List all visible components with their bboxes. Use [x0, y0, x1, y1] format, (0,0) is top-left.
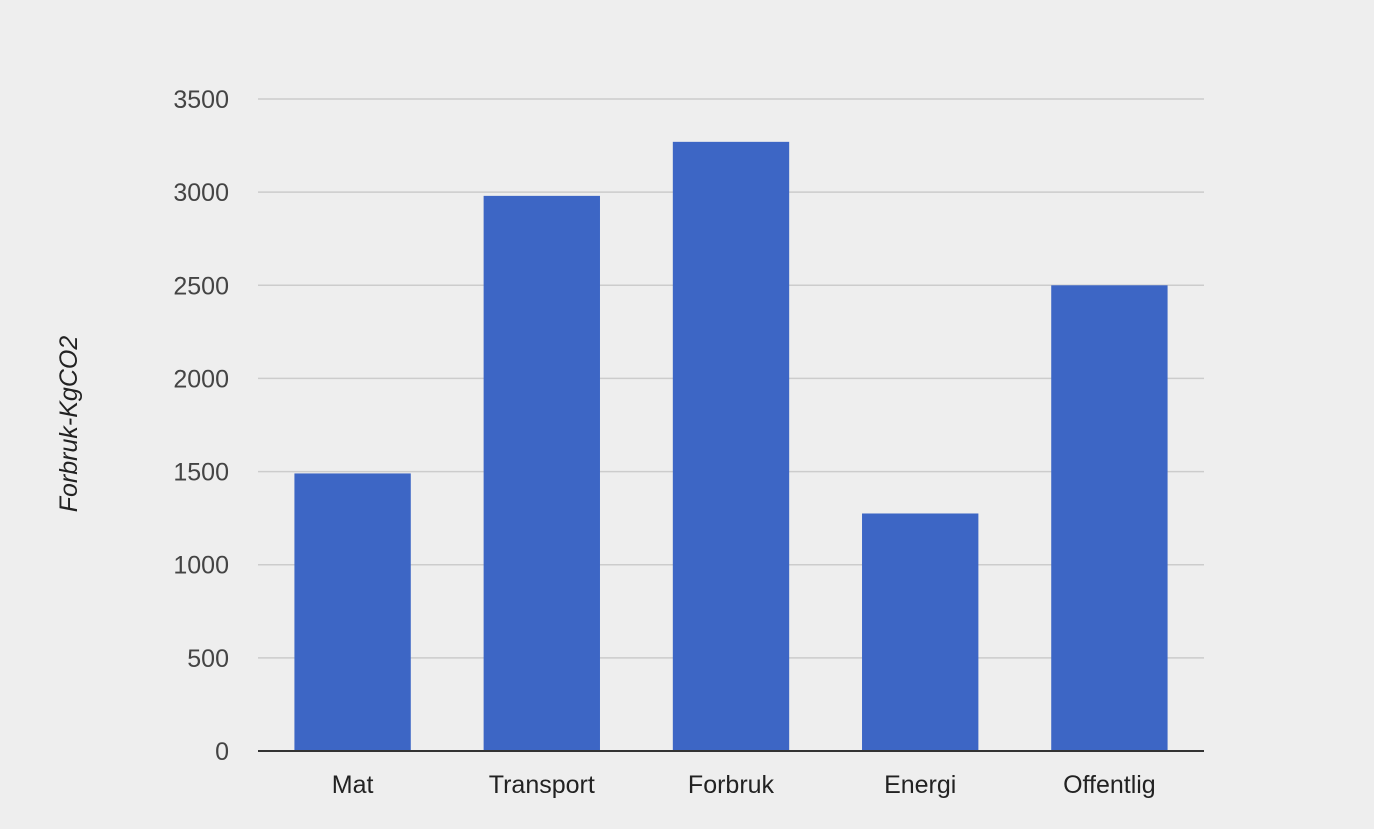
y-tick-label: 2500: [173, 272, 229, 300]
x-tick-label: Transport: [489, 771, 595, 799]
x-tick-label: Energi: [884, 771, 956, 799]
y-tick-label: 1000: [173, 552, 229, 580]
y-tick-label: 500: [187, 645, 229, 673]
x-axis-ticks: Mat Transport Forbruk Energi Offentlig: [332, 771, 1156, 799]
bar-offentlig[interactable]: [1051, 285, 1168, 751]
y-axis-title: Forbruk-KgCO2: [55, 336, 83, 513]
x-tick-label: Mat: [332, 771, 374, 799]
x-tick-label: Forbruk: [688, 771, 775, 799]
y-tick-label: 1500: [173, 459, 229, 487]
y-tick-label: 2000: [173, 365, 229, 393]
y-tick-label: 3000: [173, 179, 229, 207]
bar-forbruk[interactable]: [672, 141, 790, 752]
bar-energi[interactable]: [862, 513, 979, 751]
y-tick-label: 3500: [173, 86, 229, 114]
y-tick-label: 0: [215, 738, 229, 766]
bars: [294, 141, 1168, 752]
bar-mat[interactable]: [294, 473, 411, 751]
y-axis-ticks: 0 500 1000 1500 2000 2500 3000 3500: [173, 86, 229, 766]
bar-transport[interactable]: [483, 195, 600, 751]
x-tick-label: Offentlig: [1063, 771, 1156, 799]
